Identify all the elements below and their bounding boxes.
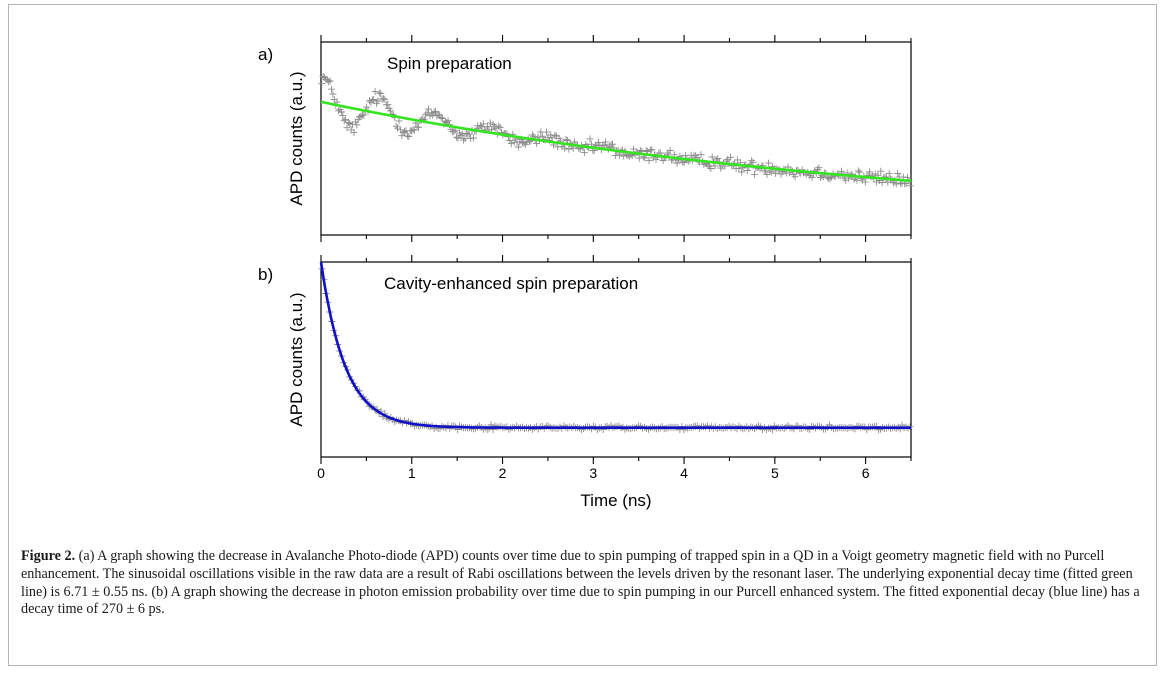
panel-a-fit-line — [320, 100, 912, 183]
caption-label: Figure 2. — [21, 548, 76, 564]
x-tick-label: 0 — [317, 465, 325, 481]
figure-frame — [8, 4, 1157, 666]
x-tick-label: 5 — [771, 465, 779, 481]
panel-a: a) Spin preparation APD counts (a.u.) — [258, 35, 914, 242]
x-tick-label: 2 — [499, 465, 507, 481]
panel-b-annotation: Cavity-enhanced spin preparation — [384, 274, 638, 293]
caption-text: (a) A graph showing the decrease in Aval… — [21, 548, 1140, 618]
data-point-markers — [318, 73, 914, 190]
x-tick-label: 3 — [589, 465, 597, 481]
figure-caption: Figure 2. (a) A graph showing the decrea… — [21, 548, 1141, 619]
panel-a-axes-box — [320, 41, 912, 236]
x-tick-label: 6 — [862, 465, 870, 481]
x-tick-label: 1 — [408, 465, 416, 481]
panel-b-label: b) — [258, 265, 273, 284]
panel-b-ticks — [320, 255, 912, 464]
panel-b: b) Cavity-enhanced spin preparation APD … — [258, 255, 914, 510]
x-axis-label: Time (ns) — [580, 491, 651, 510]
panel-a-annotation: Spin preparation — [387, 54, 512, 73]
figure-plot: a) Spin preparation APD counts (a.u.) b)… — [258, 35, 914, 510]
panel-b-y-axis-label: APD counts (a.u.) — [287, 292, 306, 426]
panel-a-label: a) — [258, 45, 273, 64]
panel-b-axes-box — [320, 261, 912, 458]
panel-a-y-axis-label: APD counts (a.u.) — [287, 71, 306, 205]
panel-a-data-points — [318, 73, 914, 190]
panel-b-fit-line — [319, 261, 911, 429]
panel-a-ticks — [320, 35, 912, 242]
x-tick-label: 4 — [680, 465, 688, 481]
panel-b-x-tick-labels: 0 1 2 3 4 5 6 — [317, 465, 870, 481]
